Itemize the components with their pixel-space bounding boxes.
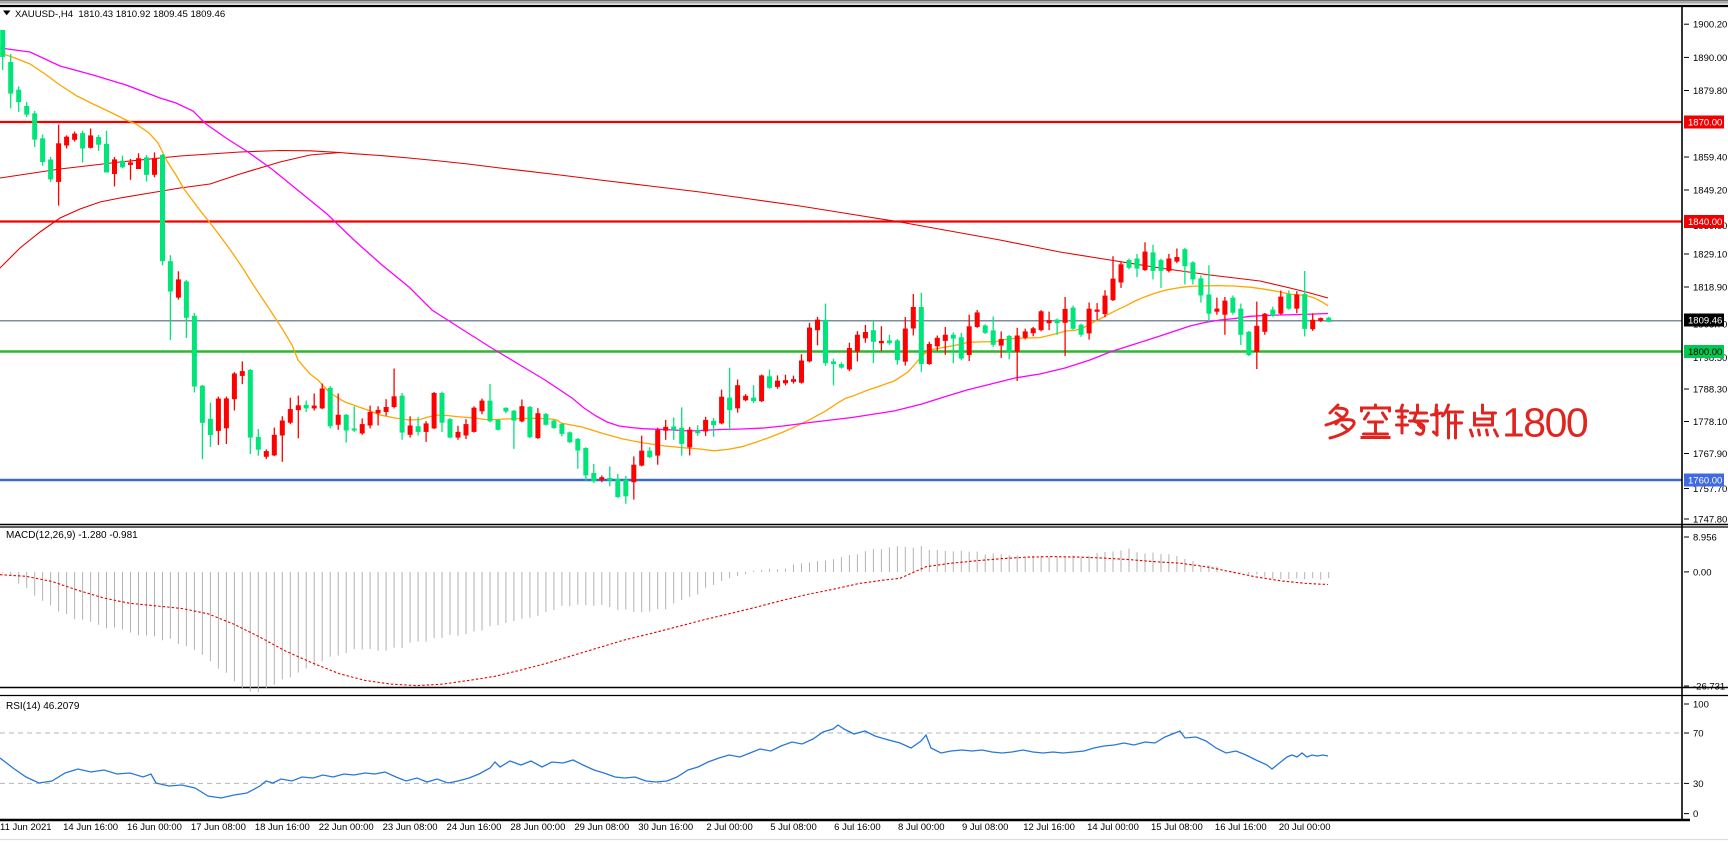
svg-text:18 Jun 16:00: 18 Jun 16:00 (255, 822, 310, 833)
svg-text:1798.50: 1798.50 (1693, 353, 1727, 364)
svg-text:17 Jun 08:00: 17 Jun 08:00 (191, 822, 246, 833)
svg-text:1890.00: 1890.00 (1693, 53, 1727, 64)
svg-text:2 Jul 00:00: 2 Jul 00:00 (706, 822, 752, 833)
svg-text:8.956: 8.956 (1693, 532, 1717, 543)
svg-text:1879.80: 1879.80 (1693, 86, 1727, 97)
svg-text:11 Jun 2021: 11 Jun 2021 (0, 822, 52, 833)
svg-text:1747.80: 1747.80 (1693, 514, 1727, 525)
svg-text:1800: 1800 (1502, 400, 1588, 446)
svg-text:16 Jul 16:00: 16 Jul 16:00 (1215, 822, 1267, 833)
svg-text:5 Jul 08:00: 5 Jul 08:00 (770, 822, 816, 833)
svg-text:1859.40: 1859.40 (1693, 152, 1727, 163)
svg-text:24 Jun 16:00: 24 Jun 16:00 (447, 822, 502, 833)
svg-text:100: 100 (1693, 699, 1709, 710)
svg-text:1767.90: 1767.90 (1693, 449, 1727, 460)
svg-text:1778.10: 1778.10 (1693, 417, 1727, 428)
svg-text:1757.70: 1757.70 (1693, 484, 1727, 495)
svg-text:16 Jun 00:00: 16 Jun 00:00 (127, 822, 182, 833)
svg-text:1788.30: 1788.30 (1693, 384, 1727, 395)
svg-text:8 Jul 00:00: 8 Jul 00:00 (898, 822, 944, 833)
svg-text:20 Jul 00:00: 20 Jul 00:00 (1279, 822, 1331, 833)
svg-text:1870.00: 1870.00 (1688, 118, 1722, 129)
svg-text:XAUUSD-,H4 1810.43 1810.92 18: XAUUSD-,H4 1810.43 1810.92 1809.45 1809.… (15, 9, 225, 20)
svg-text:RSI(14) 46.2079: RSI(14) 46.2079 (6, 701, 80, 712)
svg-text:1849.20: 1849.20 (1693, 185, 1727, 196)
svg-text:70: 70 (1693, 728, 1704, 739)
svg-text:14 Jun 16:00: 14 Jun 16:00 (63, 822, 118, 833)
svg-text:28 Jun 00:00: 28 Jun 00:00 (510, 822, 565, 833)
svg-text:30: 30 (1693, 779, 1704, 790)
svg-text:15 Jul 08:00: 15 Jul 08:00 (1151, 822, 1203, 833)
svg-text:23 Jun 08:00: 23 Jun 08:00 (383, 822, 438, 833)
svg-text:1809.46: 1809.46 (1688, 316, 1722, 327)
svg-text:1840.00: 1840.00 (1688, 217, 1722, 228)
svg-text:0: 0 (1693, 809, 1698, 820)
svg-text:14 Jul 00:00: 14 Jul 00:00 (1087, 822, 1139, 833)
svg-text:1829.10: 1829.10 (1693, 249, 1727, 260)
svg-text:-26.731: -26.731 (1693, 681, 1725, 692)
svg-text:1900.20: 1900.20 (1693, 20, 1727, 31)
svg-text:30 Jun 16:00: 30 Jun 16:00 (638, 822, 693, 833)
svg-text:12 Jul 16:00: 12 Jul 16:00 (1023, 822, 1075, 833)
svg-text:6 Jul 16:00: 6 Jul 16:00 (834, 822, 880, 833)
svg-text:29 Jun 08:00: 29 Jun 08:00 (574, 822, 629, 833)
svg-text:0.00: 0.00 (1693, 567, 1712, 578)
svg-text:1760.00: 1760.00 (1688, 476, 1722, 487)
svg-text:1818.90: 1818.90 (1693, 282, 1727, 293)
svg-text:22 Jun 00:00: 22 Jun 00:00 (319, 822, 374, 833)
svg-text:9 Jul 08:00: 9 Jul 08:00 (962, 822, 1008, 833)
svg-text:MACD(12,26,9) -1.280 -0.981: MACD(12,26,9) -1.280 -0.981 (6, 530, 138, 541)
svg-text:1800.00: 1800.00 (1688, 347, 1722, 358)
